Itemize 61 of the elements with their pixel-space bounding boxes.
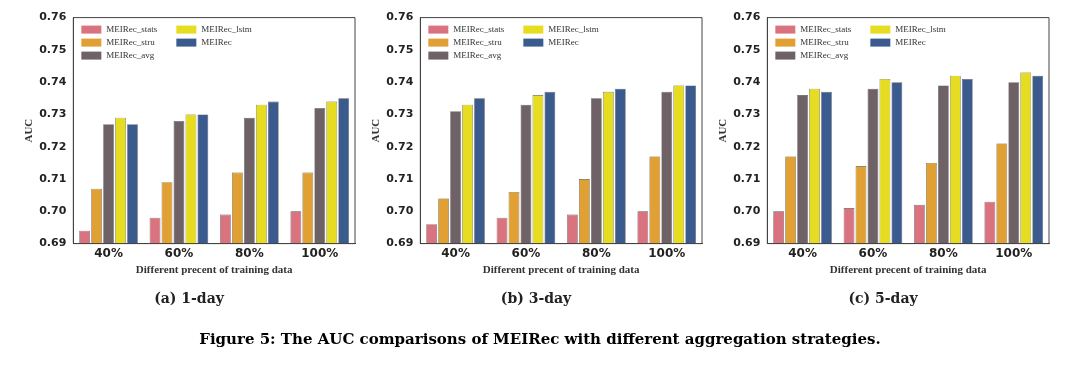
x-tick-label: 80% [581,245,611,260]
y-tick-label: 0.75 [39,42,67,56]
y-axis-title: AUC [369,118,382,143]
legend-label: MEIRec_avg [453,49,502,60]
legend-label: MEIRec_stru [453,36,503,47]
y-tick-label: 0.73 [39,107,67,121]
y-tick-label: 0.72 [39,139,67,153]
x-tick-label: 80% [235,245,265,260]
x-tick-label: 100% [648,245,686,260]
y-tick-label: 0.71 [386,171,414,185]
legend-label: MEIRec_lstm [201,23,253,34]
y-tick-label: 0.72 [732,139,760,153]
y-tick-label: 0.70 [39,204,68,218]
legend-label: MEIRec_stru [106,36,156,47]
text: (b) 3-day [500,290,573,307]
y-tick-label: 0.70 [386,204,414,218]
y-tick-label: 0.71 [39,171,67,185]
x-axis-title: Different precent of training data [136,263,294,276]
y-tick-label: 0.76 [39,10,68,24]
text: (a) 1-day [154,290,226,307]
legend-label: MEIRec_stru [799,36,849,47]
y-axis-title: AUC [716,118,729,143]
y-tick-label: 0.75 [732,42,760,56]
y-tick-label: 0.76 [732,10,761,24]
legend-label: MEIRec_lstm [894,23,946,34]
x-tick-label: 40% [787,245,817,260]
legend-label: MEIRec_avg [106,49,156,60]
y-tick-label: 0.70 [732,204,761,218]
legend-label: MEIRec_lstm [548,23,599,34]
caption: Figure 5: The AUC comparisons of MEIRec with different aggregation strategies. [198,330,882,348]
y-tick-label: 0.69 [732,236,760,250]
y-tick-label: 0.72 [386,139,414,153]
text: (c) 5-day [848,290,919,307]
legend-label: MEIRec_stats [799,23,852,34]
y-tick-label: 0.69 [386,236,414,250]
y-tick-label: 0.71 [732,171,760,185]
legend-label: MEIRec_stats [453,23,505,34]
x-tick-label: 60% [164,245,194,260]
x-axis-title: Different precent of training data [829,263,987,276]
y-tick-label: 0.73 [732,107,760,121]
y-tick-label: 0.69 [39,236,67,250]
x-tick-label: 80% [928,245,958,260]
legend-label: MEIRec [894,36,926,47]
y-tick-label: 0.76 [386,10,414,24]
y-axis-title: AUC [22,118,35,143]
x-tick-label: 40% [441,245,470,260]
y-tick-label: 0.74 [386,75,414,89]
x-axis-title: Different precent of training data [482,263,640,276]
y-tick-label: 0.74 [732,75,761,89]
y-tick-label: 0.75 [386,42,414,56]
legend-label: MEIRec_avg [799,49,849,60]
legend-label: MEIRec [201,36,233,47]
x-tick-label: 60% [858,245,887,260]
x-tick-label: 60% [511,245,541,260]
y-tick-label: 0.73 [386,107,414,121]
legend-label: MEIRec_stats [106,23,159,34]
x-tick-label: 40% [94,245,124,260]
legend-label: MEIRec [548,36,579,47]
x-tick-label: 100% [994,245,1032,260]
x-tick-label: 100% [301,245,339,260]
y-tick-label: 0.74 [39,75,68,89]
